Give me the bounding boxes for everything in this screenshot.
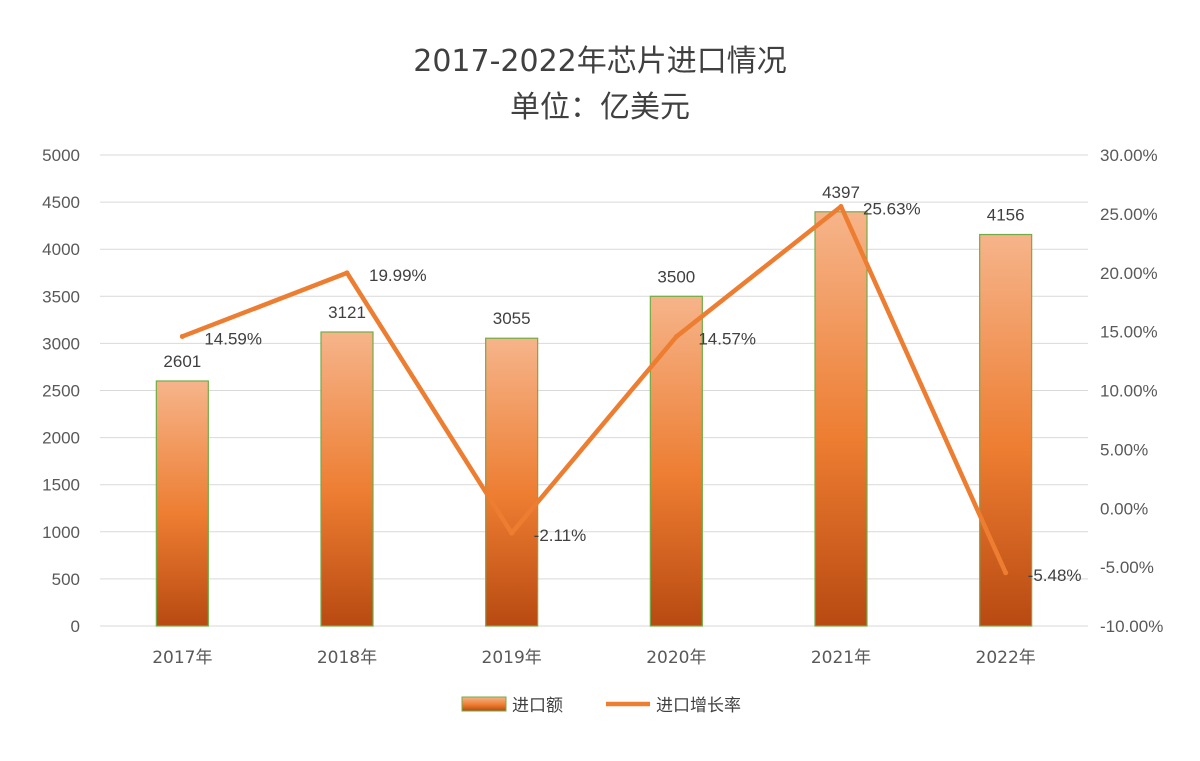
bar <box>485 337 539 627</box>
y2-tick-label: 0.00% <box>1100 499 1148 518</box>
line-point <box>179 333 185 339</box>
bar <box>155 380 209 627</box>
bar <box>320 331 374 627</box>
legend-label-line: 进口增长率 <box>656 696 741 716</box>
y-tick-label: 3500 <box>42 287 80 306</box>
bar-value-label: 4397 <box>822 183 860 202</box>
growth-rate-line <box>180 204 1008 576</box>
x-tick-label: 2020年 <box>646 648 706 668</box>
bar-value-label: 3055 <box>493 309 531 328</box>
line-point <box>344 270 350 276</box>
line-point <box>838 203 844 209</box>
y-tick-label: 4500 <box>42 193 80 212</box>
line-value-label: 14.57% <box>698 330 756 349</box>
bar-value-label: 3121 <box>328 303 366 322</box>
y2-tick-label: 15.00% <box>1100 323 1158 342</box>
line-value-label: 14.59% <box>204 329 262 348</box>
x-tick-label: 2019年 <box>482 648 542 668</box>
y-tick-label: 2500 <box>42 382 80 401</box>
line-point <box>1003 570 1009 576</box>
y2-tick-label: 25.00% <box>1100 205 1158 224</box>
bar <box>814 211 868 627</box>
y-tick-label: 5000 <box>42 146 80 165</box>
chart-title: 2017-2022年芯片进口情况 <box>413 44 787 79</box>
line-value-label: -5.48% <box>1028 566 1082 585</box>
gridlines <box>100 154 1088 627</box>
x-tick-label: 2021年 <box>811 648 871 668</box>
axis-labels: 5000450040003500300025002000150010005000… <box>42 146 1163 668</box>
x-tick-label: 2017年 <box>152 648 212 668</box>
y-tick-label: 4000 <box>42 240 80 259</box>
bar <box>979 233 1033 627</box>
y2-tick-label: -5.00% <box>1100 558 1154 577</box>
line-value-label: -2.11% <box>534 526 587 545</box>
y2-tick-label: 5.00% <box>1100 440 1148 459</box>
line-point <box>673 334 679 340</box>
legend: 进口额 进口增长率 <box>461 696 741 716</box>
y-tick-label: 1500 <box>42 476 80 495</box>
bar-value-label: 4156 <box>987 206 1025 225</box>
bar-series <box>155 211 1033 627</box>
line-point <box>509 530 515 536</box>
y-tick-label: 2000 <box>42 429 80 448</box>
y2-tick-label: 20.00% <box>1100 264 1158 283</box>
x-tick-label: 2018年 <box>317 648 377 668</box>
line-value-label: 19.99% <box>369 266 427 285</box>
y2-tick-label: -10.00% <box>1100 617 1163 636</box>
x-tick-label: 2022年 <box>976 648 1036 668</box>
chart-subtitle: 单位：亿美元 <box>510 90 690 125</box>
y2-tick-label: 30.00% <box>1100 146 1158 165</box>
legend-label-bar: 进口额 <box>512 696 563 716</box>
data-labels: 2601 3121 3055 3500 4397 4156 14.59% 19.99% -2.1… <box>163 183 1081 585</box>
y-tick-label: 0 <box>71 617 80 636</box>
bar <box>649 295 703 627</box>
line-series <box>179 203 1009 576</box>
y-tick-label: 3000 <box>42 334 80 353</box>
bar-value-label: 2601 <box>163 352 201 371</box>
y2-tick-label: 10.00% <box>1100 382 1158 401</box>
bar-value-label: 3500 <box>657 267 695 286</box>
line-value-label: 25.63% <box>863 199 921 218</box>
legend-swatch-bar <box>461 696 507 712</box>
y-tick-label: 500 <box>52 570 80 589</box>
y-tick-label: 1000 <box>42 523 80 542</box>
